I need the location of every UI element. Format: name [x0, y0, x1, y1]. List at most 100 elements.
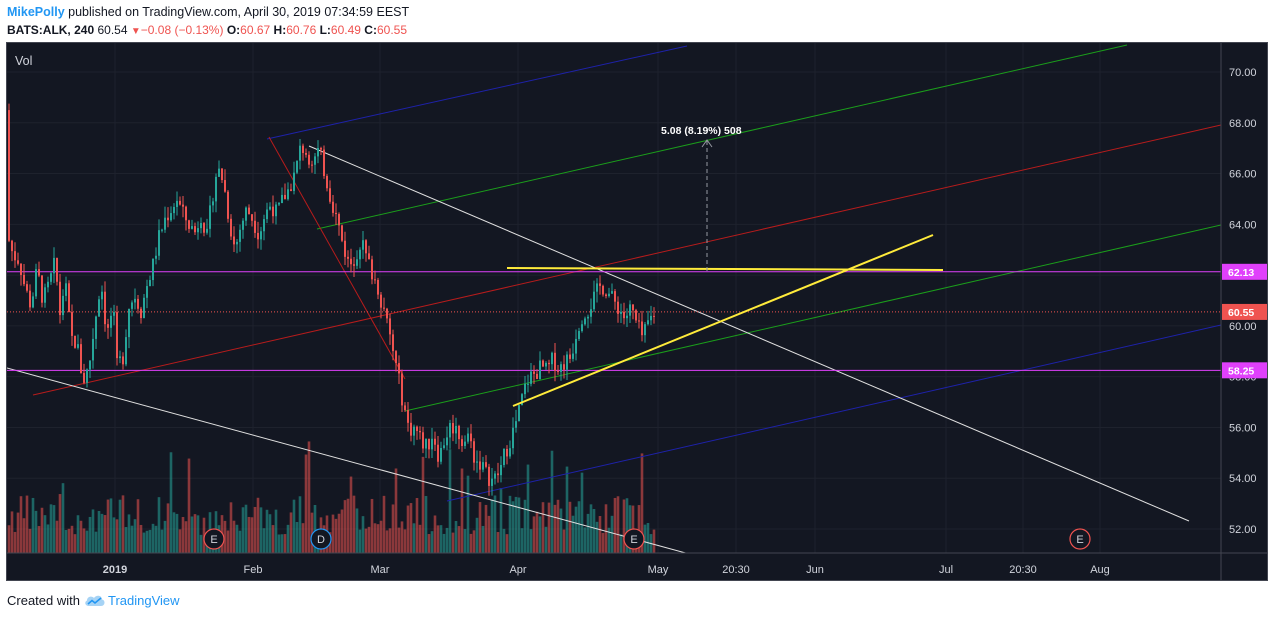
volume-bar — [457, 526, 461, 553]
price-chart[interactable]: 5.08 (8.19%) 508 Vol E D E E 52.00 54.00 56.0… — [7, 43, 1267, 580]
volume-bar — [139, 524, 143, 553]
white-upper-trendline[interactable] — [308, 145, 1190, 522]
volume-bar — [154, 525, 158, 553]
volume-bar — [73, 534, 77, 553]
volume-bar — [19, 496, 23, 553]
time-tick-label: Apr — [509, 564, 526, 576]
price-tick-label: 64.00 — [1229, 219, 1257, 231]
volume-bar — [460, 468, 464, 553]
volume-bar — [271, 525, 275, 553]
volume-bar — [55, 520, 59, 553]
volume-bar — [640, 453, 644, 553]
chart-area[interactable]: 5.08 (8.19%) 508 Vol E D E E 52.00 54.00 56.0… — [6, 42, 1268, 581]
volume-bar — [229, 502, 233, 553]
volume-bar — [40, 507, 44, 553]
volume-bar — [13, 531, 17, 553]
dividend-marker[interactable]: D — [310, 528, 332, 550]
yellow-rising-trendline[interactable] — [512, 234, 934, 407]
candle-body — [53, 257, 55, 274]
volume-bar — [61, 483, 65, 553]
candle-body — [347, 256, 349, 259]
candle-body — [464, 441, 466, 446]
volume-bar — [364, 528, 368, 553]
volume-bar — [286, 524, 290, 553]
candle-body — [281, 194, 283, 204]
candle-body — [269, 206, 271, 210]
price-tick-label: 66.00 — [1229, 169, 1257, 181]
candle-body — [476, 461, 478, 463]
candle-body — [503, 448, 505, 465]
volume-bar — [508, 495, 512, 553]
candle-body — [218, 168, 220, 177]
price-axis[interactable]: 52.0054.0056.0058.0060.0062.0064.0066.00… — [1229, 67, 1257, 536]
blue-channel-bottom-line[interactable] — [446, 324, 1221, 502]
candle-body — [551, 352, 553, 365]
candle-body — [371, 259, 373, 280]
candle-body — [275, 204, 277, 217]
candle-body — [398, 363, 400, 374]
candle-body — [392, 334, 394, 352]
author-link[interactable]: MikePolly — [7, 5, 65, 19]
volume-bar — [496, 532, 500, 553]
volume-bar — [436, 525, 440, 553]
candle-body — [614, 291, 616, 302]
candle-body — [530, 371, 532, 384]
candle-body — [338, 214, 340, 226]
volume-bar — [469, 533, 473, 553]
candle-body — [497, 473, 499, 476]
event-marker-label: E — [630, 534, 637, 546]
candle-body — [62, 295, 64, 316]
earnings-marker[interactable]: E — [1069, 528, 1091, 550]
volume-bar — [544, 526, 548, 553]
price-badge-label: 62.13 — [1228, 267, 1254, 279]
volume-bar — [601, 532, 605, 553]
volume-bar — [115, 519, 119, 553]
volume-bar — [310, 512, 314, 553]
volume-bar — [448, 449, 452, 553]
candle-body — [368, 253, 370, 260]
time-axis[interactable]: 2019 Feb Mar Apr May 20:30 Jun Jul 20:30 Aug — [103, 564, 1110, 576]
candle-body — [596, 283, 598, 292]
volume-bar — [550, 450, 554, 553]
earnings-marker[interactable]: E — [623, 528, 645, 550]
volume-bar — [424, 496, 428, 553]
candles — [8, 103, 655, 496]
time-tick-label: Aug — [1090, 564, 1110, 576]
earnings-marker[interactable]: E — [203, 528, 225, 550]
volume-bar — [247, 516, 251, 553]
red-median-line[interactable] — [32, 124, 1221, 396]
candle-body — [146, 286, 148, 298]
green-fork-upper-line[interactable] — [316, 44, 1128, 230]
candle-body — [590, 309, 592, 317]
candle-body — [605, 294, 607, 297]
volume-bar — [130, 525, 134, 553]
candle-body — [326, 175, 328, 189]
candle-body — [203, 223, 205, 233]
blue-channel-top-line[interactable] — [266, 45, 688, 140]
candle-body — [449, 423, 451, 438]
candle-body — [506, 448, 508, 457]
candle-body — [416, 426, 418, 432]
candle-body — [224, 180, 226, 192]
candle-body — [320, 148, 322, 150]
tradingview-logo-link[interactable]: TradingView — [84, 593, 180, 608]
candle-body — [440, 448, 442, 462]
candle-body — [431, 438, 433, 450]
price-tick-label: 70.00 — [1229, 67, 1257, 79]
candle-body — [233, 236, 235, 245]
candle-body — [626, 315, 628, 319]
volume-bar — [622, 499, 626, 553]
candle-body — [374, 279, 376, 281]
volume-bar — [571, 515, 575, 553]
volume-bar — [523, 499, 527, 553]
candle-body — [419, 431, 421, 433]
red-fork-handle-line[interactable] — [268, 136, 406, 380]
white-lower-trendline[interactable] — [7, 367, 693, 555]
yellow-horizontal-trendline[interactable] — [506, 267, 944, 271]
event-marker-label: E — [210, 534, 217, 546]
measure-arrow-head-icon — [701, 139, 713, 148]
candle-body — [263, 219, 265, 232]
volume-bar — [484, 504, 488, 553]
green-fork-lower-line[interactable] — [404, 224, 1221, 412]
